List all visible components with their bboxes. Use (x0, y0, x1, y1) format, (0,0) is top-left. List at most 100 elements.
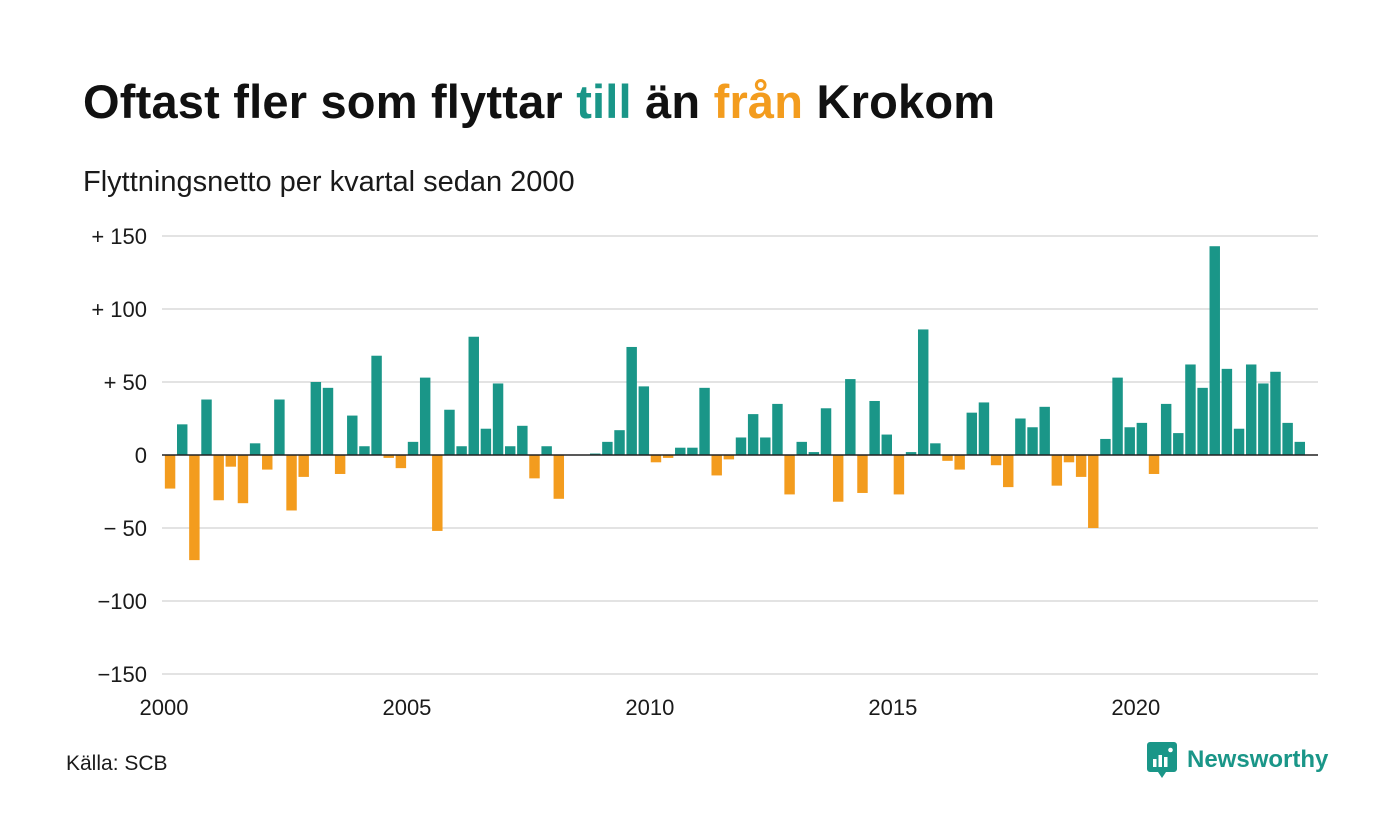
bar (1112, 377, 1123, 455)
bar (699, 387, 710, 455)
bar (1088, 455, 1099, 528)
bar (249, 443, 261, 455)
bar (444, 409, 455, 455)
bar (905, 452, 917, 455)
bar (845, 379, 856, 455)
bar (492, 383, 504, 455)
bar (334, 455, 346, 474)
x-tick-label: 2020 (1111, 695, 1160, 720)
bar (177, 424, 188, 455)
title-fran-highlight: från (713, 75, 804, 128)
bar (310, 382, 322, 455)
bar (1209, 246, 1220, 455)
chart-title: Oftast fler som flyttar till än från Kro… (83, 72, 995, 132)
y-tick-label: + 100 (91, 297, 147, 322)
bar (213, 455, 224, 501)
title-part-1: Oftast fler som flyttar (83, 75, 577, 128)
bars-layer (164, 246, 1306, 561)
title-till-highlight: till (576, 75, 632, 128)
bar (262, 455, 273, 470)
bar (772, 403, 783, 455)
bar (784, 455, 795, 495)
title-part-3: Krokom (803, 75, 996, 128)
bar (419, 377, 431, 455)
y-axis: + 150 + 100 + 50 0 − 50 −100 −150 (91, 224, 147, 687)
newsworthy-logo-icon (1147, 742, 1177, 778)
bar (1124, 427, 1135, 455)
bar (1039, 406, 1050, 455)
bar (517, 425, 528, 455)
bar (1197, 387, 1208, 455)
brand-name: Newsworthy (1187, 746, 1329, 773)
bar (760, 437, 771, 455)
bar (164, 455, 176, 489)
bar (383, 455, 394, 458)
bar (638, 386, 650, 455)
bar (395, 455, 407, 469)
x-axis: 2000 2005 2010 2015 2020 (140, 695, 1161, 720)
bar (1233, 428, 1245, 455)
bar (1270, 371, 1281, 455)
bar (553, 455, 565, 499)
bar (225, 455, 237, 467)
bar (626, 346, 637, 455)
x-tick-label: 2000 (140, 695, 189, 720)
bar (468, 336, 479, 455)
bar (1294, 441, 1306, 455)
bar-chart: + 150 + 100 + 50 0 − 50 −100 −150 2000 2005 2010… (91, 224, 1318, 720)
bar (1063, 455, 1075, 463)
bar (857, 455, 868, 493)
bar (602, 441, 613, 455)
bar (869, 400, 880, 455)
bar (1160, 403, 1172, 455)
bar (274, 399, 285, 455)
bar (541, 446, 552, 455)
bar (711, 455, 722, 476)
bar (954, 455, 965, 470)
bar (881, 434, 892, 455)
bar (723, 455, 735, 460)
bar (832, 455, 844, 502)
y-tick-label: + 150 (91, 224, 147, 249)
bar (687, 447, 698, 455)
y-tick-label: −150 (97, 662, 147, 687)
bar (1003, 455, 1014, 488)
y-tick-label: − 50 (104, 516, 147, 541)
bar (1027, 427, 1038, 455)
bar (614, 430, 625, 455)
bar (1245, 364, 1257, 455)
bar (359, 446, 370, 455)
bar (347, 415, 358, 455)
bar (1136, 422, 1148, 455)
bar (286, 455, 297, 511)
y-tick-label: 0 (135, 443, 147, 468)
bar (1282, 422, 1293, 455)
bar (201, 399, 212, 455)
x-tick-label: 2005 (382, 695, 431, 720)
y-tick-label: + 50 (104, 370, 147, 395)
bar (432, 455, 443, 531)
bar (237, 455, 249, 504)
bar (820, 408, 832, 455)
bar (808, 452, 820, 455)
bar (298, 455, 309, 477)
x-tick-label: 2010 (625, 695, 674, 720)
bar (675, 447, 686, 455)
bar (322, 387, 334, 455)
bar (1100, 438, 1111, 455)
chart-subtitle: Flyttningsnetto per kvartal sedan 2000 (83, 166, 575, 198)
bar (371, 355, 382, 455)
y-tick-label: −100 (97, 589, 147, 614)
bar (189, 455, 200, 561)
brand-logo: Newsworthy (1147, 742, 1328, 778)
bar (735, 437, 747, 455)
bar (978, 402, 990, 455)
bar (504, 446, 516, 455)
title-part-2: än (631, 75, 714, 128)
bar (1173, 433, 1184, 455)
bar (1148, 455, 1160, 474)
bar (917, 329, 929, 455)
bar (1051, 455, 1063, 486)
bar (942, 455, 953, 461)
bar (893, 455, 905, 495)
